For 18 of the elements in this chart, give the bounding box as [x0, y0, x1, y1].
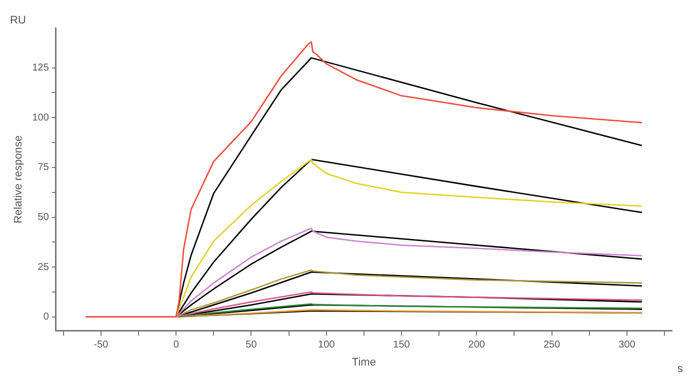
x-tick-label: 300: [618, 340, 636, 351]
y-tick-label: 0: [43, 312, 50, 323]
x-tick-label: 150: [393, 340, 410, 351]
y-tick-label: 125: [32, 62, 50, 74]
y-tick-label: 25: [38, 262, 50, 273]
y-tick-label: 50: [38, 212, 50, 223]
x-tick-label: 0: [173, 340, 180, 351]
x-tick-label: 100: [318, 340, 336, 351]
text: RU: [10, 14, 26, 27]
x-tick-label: -50: [94, 340, 109, 351]
x-axis-title: Time: [352, 356, 376, 368]
text: s: [678, 362, 684, 375]
y-tick-label: 75: [38, 162, 50, 174]
y-tick-label: 100: [32, 112, 50, 124]
y-axis-title: Relative response: [12, 135, 25, 224]
x-tick-label: 200: [468, 340, 486, 351]
x-tick-label: 50: [246, 340, 258, 351]
x-tick-label: 250: [543, 340, 561, 351]
